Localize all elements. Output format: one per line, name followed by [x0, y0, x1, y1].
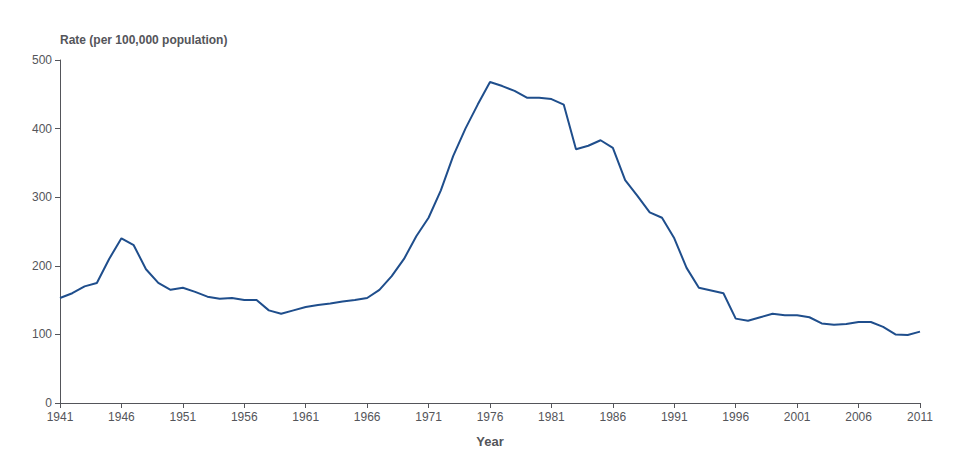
svg-text:1961: 1961	[292, 410, 319, 424]
svg-text:1991: 1991	[661, 410, 688, 424]
svg-text:1941: 1941	[47, 410, 74, 424]
svg-text:2011: 2011	[907, 410, 933, 424]
svg-text:100: 100	[32, 327, 52, 341]
svg-text:400: 400	[32, 122, 52, 136]
svg-text:1971: 1971	[415, 410, 442, 424]
svg-text:2001: 2001	[784, 410, 811, 424]
svg-text:Year: Year	[476, 434, 503, 449]
svg-text:1981: 1981	[538, 410, 565, 424]
svg-text:0: 0	[45, 396, 52, 410]
svg-text:1946: 1946	[108, 410, 135, 424]
svg-text:1996: 1996	[722, 410, 749, 424]
svg-text:1966: 1966	[354, 410, 381, 424]
svg-text:1956: 1956	[231, 410, 258, 424]
svg-text:200: 200	[32, 259, 52, 273]
svg-text:500: 500	[32, 53, 52, 67]
svg-text:300: 300	[32, 190, 52, 204]
svg-text:Rate (per 100,000 population): Rate (per 100,000 population)	[60, 33, 227, 47]
svg-text:1976: 1976	[477, 410, 504, 424]
svg-text:2006: 2006	[845, 410, 872, 424]
svg-text:1951: 1951	[170, 410, 197, 424]
svg-text:1986: 1986	[600, 410, 627, 424]
